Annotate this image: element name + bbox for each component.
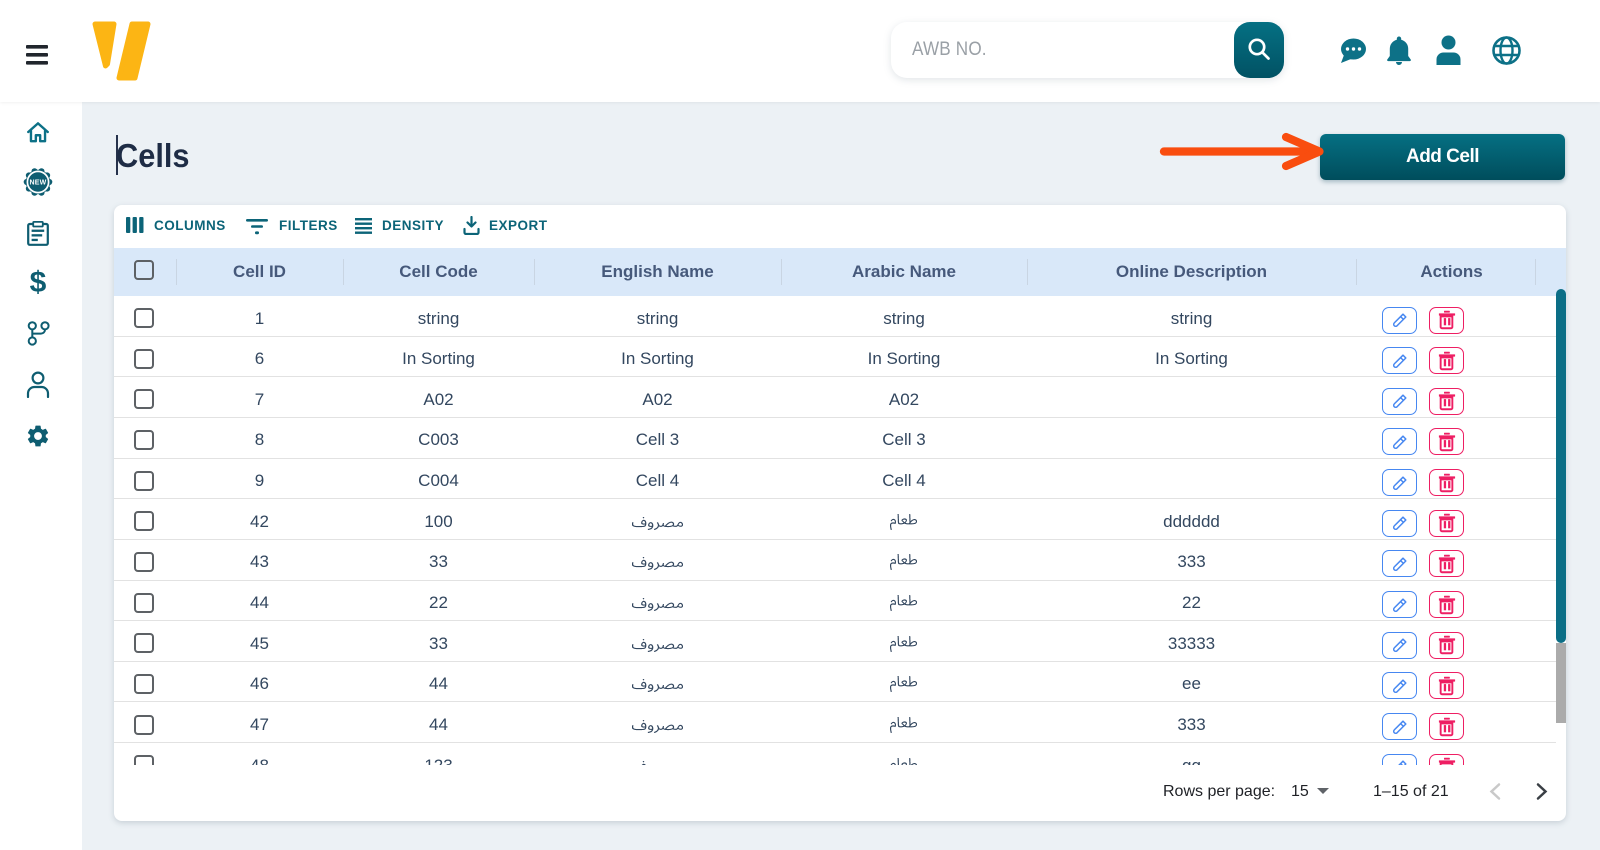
svg-text:NEW: NEW xyxy=(30,180,47,187)
